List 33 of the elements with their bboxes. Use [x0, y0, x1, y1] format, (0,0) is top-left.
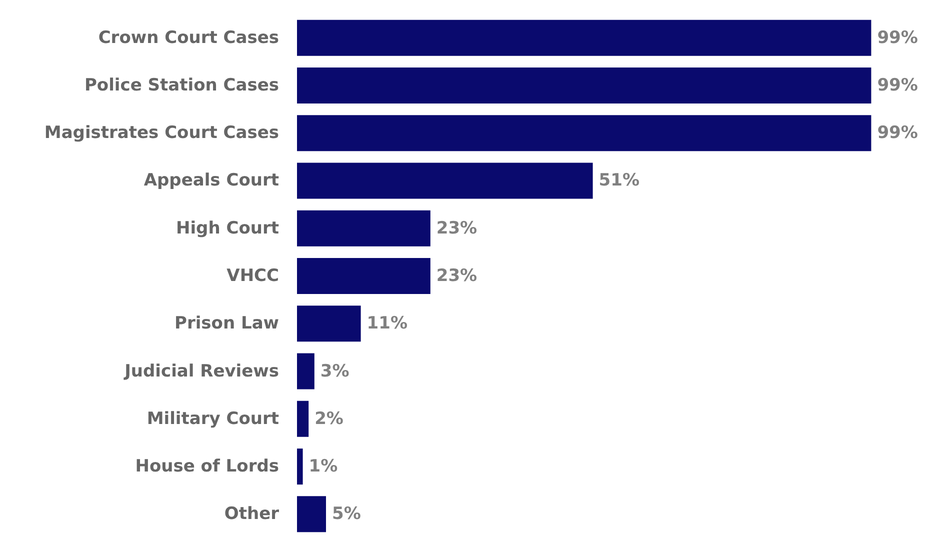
data-label: 5% [332, 504, 361, 524]
y-tick-label: High Court [176, 218, 279, 238]
data-label: 2% [314, 408, 344, 429]
bar [297, 210, 430, 246]
bar [297, 306, 361, 342]
y-tick-label: Crown Court Cases [98, 28, 279, 48]
y-tick-label: Judicial Reviews [124, 361, 279, 382]
y-tick-label: Other [224, 504, 280, 524]
y-tick-label: Appeals Court [144, 170, 279, 191]
bar [297, 115, 872, 152]
y-tick-label: VHCC [226, 266, 279, 286]
data-label: 23% [436, 218, 478, 238]
data-label: 11% [366, 314, 408, 334]
bar [297, 67, 872, 104]
bar [297, 162, 593, 199]
data-label: 23% [436, 266, 478, 286]
bar [297, 353, 314, 390]
data-label: 3% [320, 361, 350, 382]
bar [297, 496, 326, 532]
bar [297, 20, 872, 56]
data-label: 99% [877, 28, 918, 48]
bar [297, 448, 303, 485]
data-label: 1% [308, 456, 338, 477]
data-label: 51% [598, 170, 640, 191]
y-tick-label: Military Court [146, 408, 279, 429]
y-tick-label: House of Lords [135, 456, 279, 477]
y-tick-label: Prison Law [174, 314, 280, 334]
data-label: 99% [877, 75, 918, 96]
bar [297, 258, 430, 294]
data-label: 99% [877, 123, 918, 144]
y-tick-label: Police Station Cases [84, 75, 279, 96]
y-tick-label: Magistrates Court Cases [44, 123, 279, 144]
bar [297, 400, 309, 437]
